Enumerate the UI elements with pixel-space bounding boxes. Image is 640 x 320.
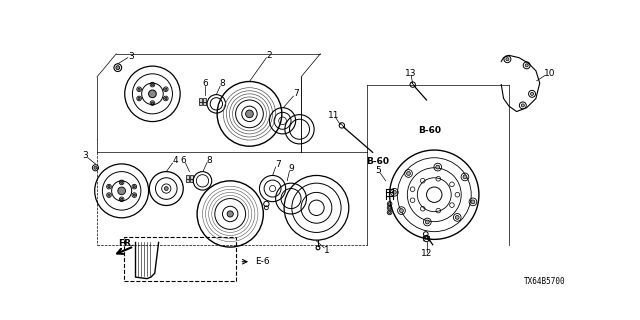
Text: 6: 6: [180, 156, 186, 165]
Circle shape: [151, 84, 154, 86]
Circle shape: [108, 186, 110, 188]
Circle shape: [471, 200, 475, 204]
Circle shape: [463, 175, 467, 179]
Circle shape: [118, 187, 125, 195]
Circle shape: [521, 104, 524, 107]
Text: 3: 3: [128, 52, 134, 60]
Circle shape: [94, 166, 97, 169]
Circle shape: [133, 186, 136, 188]
Text: TX64B5700: TX64B5700: [524, 277, 566, 286]
Bar: [186, 179, 189, 182]
Circle shape: [227, 211, 234, 217]
Circle shape: [525, 64, 528, 67]
Circle shape: [133, 194, 136, 196]
Bar: [186, 175, 189, 179]
Circle shape: [426, 220, 429, 224]
Text: 2: 2: [267, 51, 272, 60]
Text: 7: 7: [275, 160, 281, 169]
Text: 6: 6: [202, 79, 207, 88]
Text: 13: 13: [405, 68, 417, 77]
Text: 7: 7: [292, 89, 298, 98]
Text: 8: 8: [220, 79, 225, 88]
Text: FR.: FR.: [118, 239, 134, 249]
Text: 11: 11: [328, 111, 340, 120]
Bar: [190, 175, 193, 179]
Circle shape: [388, 203, 391, 205]
Circle shape: [164, 88, 167, 90]
Circle shape: [399, 209, 403, 212]
Text: 5: 5: [375, 166, 381, 175]
Circle shape: [406, 172, 410, 175]
Text: 8: 8: [207, 156, 212, 164]
Circle shape: [120, 198, 123, 201]
Circle shape: [164, 97, 167, 100]
Text: B-60: B-60: [367, 157, 390, 166]
Circle shape: [455, 215, 459, 219]
Circle shape: [120, 181, 123, 184]
Bar: [200, 99, 202, 101]
Bar: [204, 102, 206, 105]
Circle shape: [388, 207, 391, 209]
Circle shape: [116, 66, 120, 69]
Circle shape: [138, 97, 140, 100]
Circle shape: [531, 92, 534, 95]
Text: 3: 3: [83, 151, 88, 160]
Bar: [124, 237, 236, 281]
Circle shape: [246, 110, 253, 118]
Text: 12: 12: [421, 250, 432, 259]
Text: 10: 10: [544, 68, 556, 77]
Bar: [190, 179, 193, 182]
Text: 9: 9: [288, 164, 294, 173]
Circle shape: [148, 90, 156, 98]
Circle shape: [392, 190, 396, 194]
Circle shape: [388, 211, 391, 213]
Circle shape: [138, 88, 140, 90]
Circle shape: [164, 187, 168, 190]
Circle shape: [436, 165, 440, 169]
Text: 1: 1: [324, 246, 330, 255]
Text: B-60: B-60: [418, 126, 441, 135]
Text: 4: 4: [173, 156, 179, 165]
Circle shape: [506, 58, 509, 61]
Circle shape: [108, 194, 110, 196]
Bar: [204, 99, 206, 101]
Text: E-6: E-6: [255, 257, 270, 266]
Circle shape: [151, 102, 154, 104]
Bar: [200, 102, 202, 105]
